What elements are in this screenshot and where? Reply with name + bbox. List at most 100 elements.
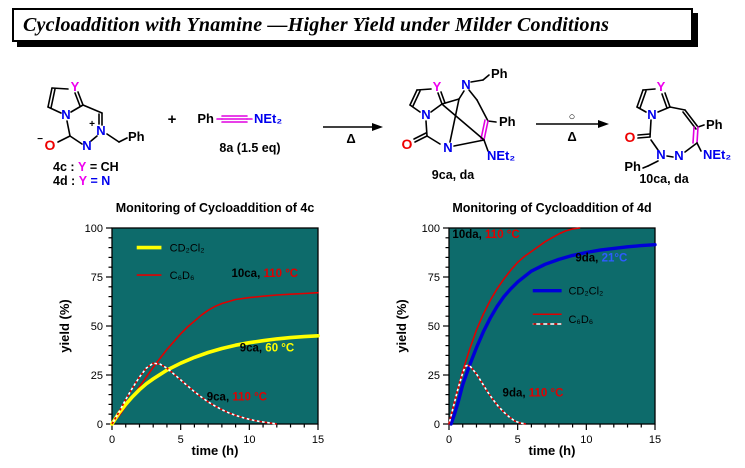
caption-4d-y: Y (79, 174, 88, 188)
atom-N-ring: N (421, 107, 430, 122)
slide-title: Cycloaddition with Ynamine —Higher Yield… (23, 13, 610, 36)
bond-line (637, 133, 651, 136)
molecule-9: Y N N N O Ph Ph NEt₂ 9ca, da (402, 66, 516, 182)
x-tick-label: 10 (580, 434, 592, 446)
x-tick-label: 10 (243, 434, 255, 446)
annotation-part: 9ca (207, 391, 227, 403)
caption-9: 9ca, da (432, 168, 475, 182)
y-tick-label: 0 (434, 419, 440, 431)
bond-line (482, 74, 490, 81)
annotation-part: , (522, 388, 528, 400)
bond-line (416, 88, 432, 91)
bond-line (487, 120, 497, 123)
y-axis-label: yield (%) (394, 299, 409, 352)
y-axis-label: yield (%) (57, 299, 72, 352)
plus-charge: + (89, 119, 95, 130)
atom-Y: Y (657, 79, 666, 94)
chart-title: Monitoring of Cycloaddition of 4c (116, 201, 315, 215)
atom-Y: Y (433, 79, 442, 94)
bond-line (409, 104, 421, 113)
bond-line (77, 91, 84, 106)
phenyl-right-label: Ph (499, 114, 516, 129)
atom-O: O (402, 136, 413, 152)
bond-line (425, 120, 428, 137)
chart-cycloaddition-4d: Monitoring of Cycloaddition of 4d 0 5 10 15 0… (394, 201, 661, 458)
chart-cycloaddition-4c: Monitoring of Cycloaddition of 4c 0 5 10 15 0… (57, 201, 324, 458)
bond-line (70, 104, 84, 113)
annotation-part: 110 °C (263, 268, 298, 280)
x-tick-label: 5 (515, 434, 521, 446)
bond-line (661, 93, 668, 109)
reaction-scheme: Y N N + N O − Ph 4c : Y = CH 4d : Y = N … (37, 66, 731, 188)
annotation-part: , (595, 252, 601, 264)
annotation-part: , (479, 229, 485, 241)
plus-sign: + (168, 111, 177, 128)
bond-line (51, 87, 69, 90)
delta-symbol: Δ (567, 129, 576, 144)
plot-area (111, 227, 319, 425)
phenyl-top-label: Ph (491, 66, 508, 81)
annotation-part: 10da (452, 229, 479, 241)
annotation-part: 110 °C (529, 388, 564, 400)
chart-title: Monitoring of Cycloaddition of 4d (452, 201, 651, 215)
bond-line (90, 135, 98, 142)
caption-4d-post: = N (87, 174, 110, 188)
bond-line (69, 135, 83, 145)
y-tick-label: 100 (422, 223, 440, 235)
amine-label: NEt₂ (703, 147, 731, 162)
slide-title-box: Cycloaddition with Ynamine —Higher Yield… (12, 8, 693, 42)
bond-line (696, 126, 699, 144)
bond-line (642, 165, 649, 169)
bond-line (664, 92, 671, 108)
atom-N2: N (674, 148, 683, 163)
caption-4d: 4d : Y = N (53, 174, 110, 188)
bond-line (57, 135, 71, 143)
bond-line (692, 126, 695, 144)
reagent-caption: 8a (1.5 eq) (219, 141, 280, 155)
annotation-part: 9da (575, 252, 595, 264)
bond-line (483, 120, 489, 141)
bond-line (47, 87, 53, 108)
bond-line (453, 139, 485, 147)
bond-line (66, 120, 71, 137)
atom-O: O (45, 137, 56, 153)
caption-4d-pre: 4d : (53, 174, 79, 188)
delta-symbol: Δ (346, 131, 355, 146)
y-tick-label: 50 (428, 321, 440, 333)
atom-O: O (625, 129, 636, 145)
amine-label: NEt₂ (254, 111, 282, 126)
curve-annotation-0: 10ca, 110 °C (231, 268, 298, 280)
bond-line (639, 90, 647, 109)
x-tick-label: 0 (446, 434, 452, 446)
bond-line (458, 90, 465, 100)
bond-line (412, 90, 421, 107)
y-tick-label: 100 (85, 223, 103, 235)
x-tick-label: 0 (109, 434, 115, 446)
atom-N-plus: N (96, 123, 105, 138)
legend-label: CD₂Cl₂ (170, 243, 205, 255)
bond-line (426, 135, 441, 145)
annotation-part: 9ca (240, 342, 260, 354)
atom-N-bottom: N (443, 140, 452, 155)
annotation-part: 110 °C (232, 391, 267, 403)
atom-N1: N (656, 147, 665, 162)
bond-line (441, 98, 460, 105)
y-tick-label: 25 (91, 370, 103, 382)
annotation-part: 110 °C (485, 229, 520, 241)
bond-line (470, 79, 484, 83)
molecule-10: Y N O N N Ph NEt₂ Ph 10ca, da (624, 79, 731, 186)
annotation-part: , (259, 342, 265, 354)
caption-4c-pre: 4c : (53, 160, 78, 174)
legend-label: CD₂Cl₂ (568, 286, 603, 298)
bond-line (682, 111, 697, 130)
atom-N-ring: N (647, 107, 656, 122)
bond-line (636, 106, 647, 113)
bond-line (414, 135, 428, 143)
series-1 (110, 334, 320, 426)
caption-4c: 4c : Y = CH (53, 160, 119, 174)
bond-line (647, 160, 659, 167)
annotation-part: 21°C (602, 252, 628, 264)
bond-line (468, 89, 478, 101)
bond-line (666, 155, 674, 158)
